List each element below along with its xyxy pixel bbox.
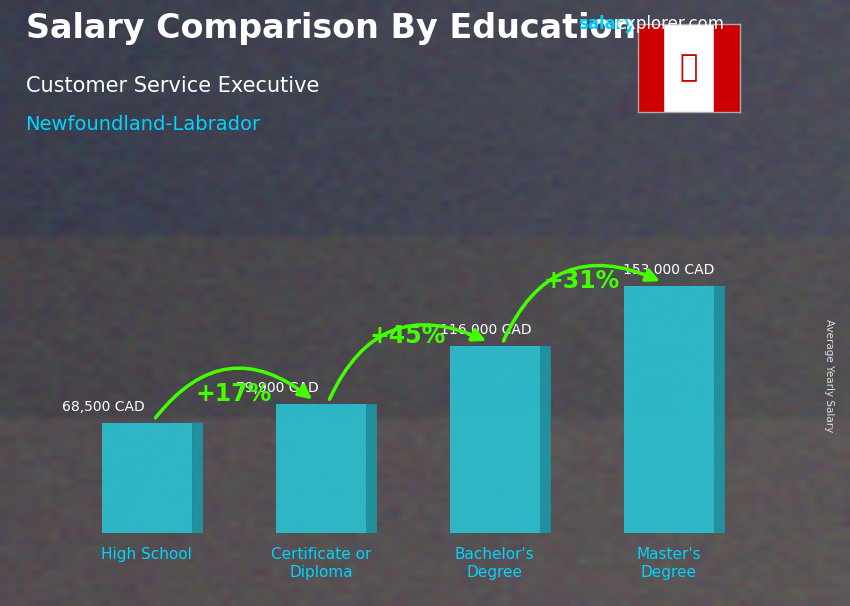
- Text: 153,000 CAD: 153,000 CAD: [623, 263, 714, 277]
- Text: Average Yearly Salary: Average Yearly Salary: [824, 319, 834, 432]
- Text: Salary Comparison By Education: Salary Comparison By Education: [26, 12, 636, 45]
- Polygon shape: [192, 422, 203, 533]
- Text: explorer.com: explorer.com: [616, 15, 724, 33]
- Polygon shape: [366, 404, 377, 533]
- Bar: [102, 422, 192, 533]
- Bar: [714, 24, 740, 112]
- Bar: [638, 24, 663, 112]
- Text: 116,000 CAD: 116,000 CAD: [440, 323, 532, 337]
- Text: +17%: +17%: [196, 382, 272, 406]
- Bar: [450, 346, 540, 533]
- Text: +45%: +45%: [370, 324, 446, 348]
- Text: Newfoundland-Labrador: Newfoundland-Labrador: [26, 115, 261, 134]
- Bar: [275, 404, 366, 533]
- Bar: [624, 286, 714, 533]
- Text: salary: salary: [578, 15, 635, 33]
- Polygon shape: [540, 346, 551, 533]
- Polygon shape: [714, 286, 725, 533]
- Text: 79,900 CAD: 79,900 CAD: [236, 381, 319, 395]
- Text: Customer Service Executive: Customer Service Executive: [26, 76, 319, 96]
- Text: 🍁: 🍁: [679, 53, 698, 82]
- Text: 68,500 CAD: 68,500 CAD: [62, 400, 144, 414]
- Text: +31%: +31%: [544, 269, 620, 293]
